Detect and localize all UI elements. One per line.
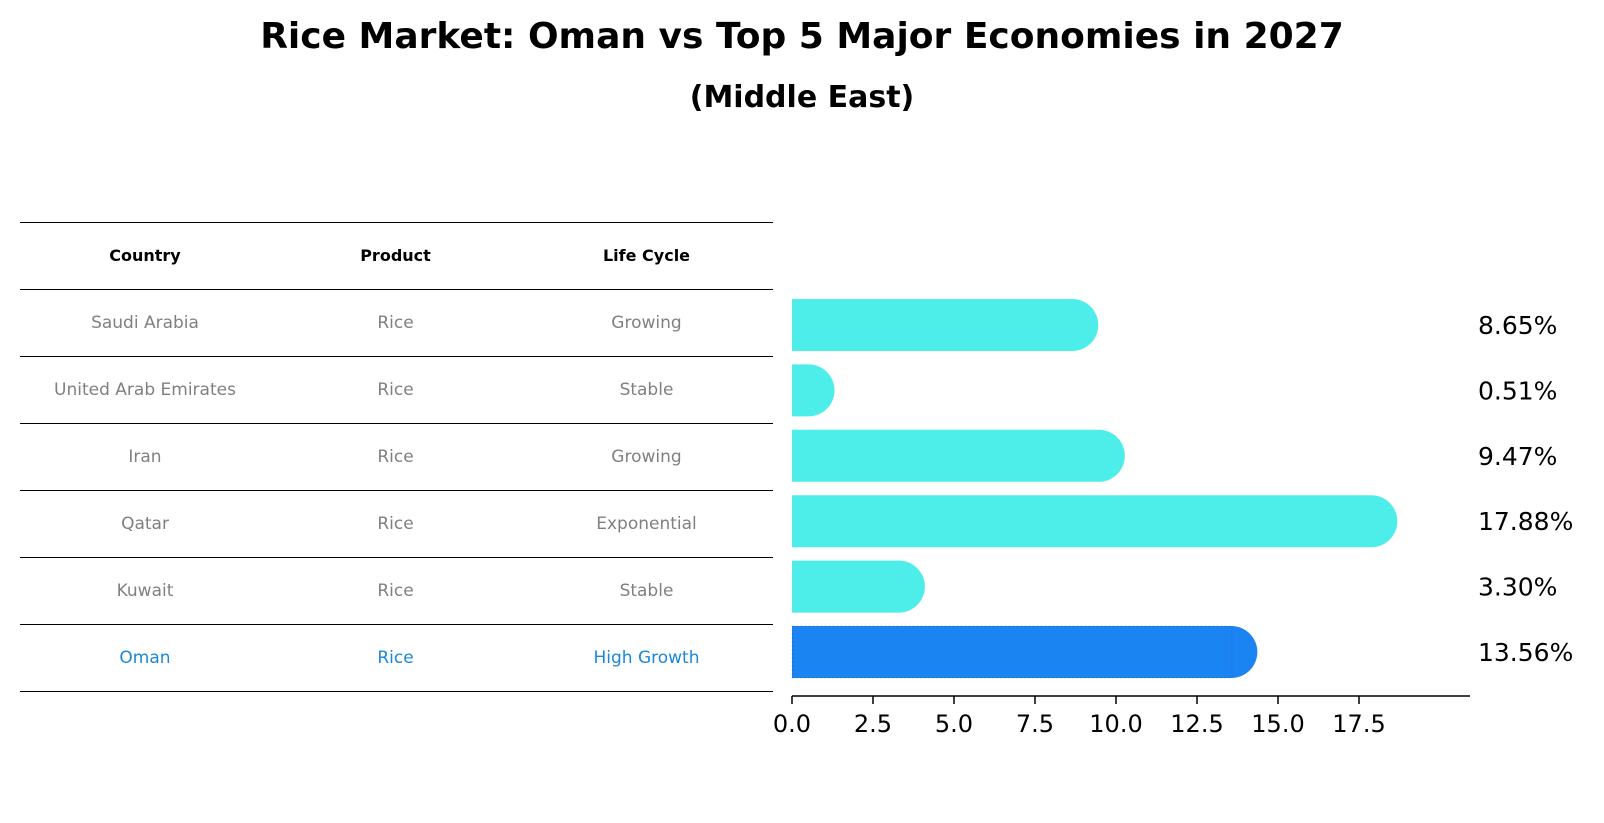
data-label: 13.56% (1478, 638, 1573, 667)
table-header-row: Country Product Life Cycle (20, 222, 773, 289)
table-row: Qatar Rice Exponential (20, 490, 773, 557)
x-tick-label: 17.5 (1332, 710, 1385, 738)
cell-country: Kuwait (116, 581, 174, 601)
cell-life-cycle: High Growth (593, 648, 700, 668)
x-tick-label: 7.5 (1016, 710, 1054, 738)
data-label: 9.47% (1478, 442, 1557, 471)
cell-life-cycle: Stable (619, 581, 674, 601)
cell-country: United Arab Emirates (54, 380, 236, 400)
x-tick-label: 0.0 (773, 710, 811, 738)
cell-life-cycle: Stable (619, 380, 674, 400)
cell-product: Rice (377, 648, 414, 668)
x-tick-label: 10.0 (1089, 710, 1142, 738)
cell-product: Rice (377, 447, 414, 467)
x-tick-label: 5.0 (935, 710, 973, 738)
table-row-highlight: Oman Rice High Growth (20, 624, 773, 692)
cell-life-cycle: Exponential (596, 514, 697, 534)
x-tick-label: 15.0 (1251, 710, 1304, 738)
header-country: Country (109, 246, 181, 265)
x-tick-label: 2.5 (854, 710, 892, 738)
cell-country: Saudi Arabia (91, 313, 199, 333)
cell-life-cycle: Growing (611, 313, 682, 333)
bar (792, 364, 835, 417)
x-tick-label: 12.5 (1170, 710, 1223, 738)
table-row: Kuwait Rice Stable (20, 557, 773, 624)
bar (792, 429, 1125, 482)
bar (792, 495, 1398, 548)
chart-subtitle: (Middle East) (689, 80, 915, 115)
cell-product: Rice (377, 514, 414, 534)
cell-product: Rice (377, 313, 414, 333)
table-row: United Arab Emirates Rice Stable (20, 356, 773, 423)
bar-highlight (792, 626, 1258, 678)
header-product: Product (360, 246, 431, 265)
chart-title: Rice Market: Oman vs Top 5 Major Economi… (260, 16, 1344, 57)
table-row: Saudi Arabia Rice Growing (20, 289, 773, 356)
cell-product: Rice (377, 380, 414, 400)
data-table: Country Product Life Cycle Saudi Arabia … (20, 222, 773, 692)
data-label: 0.51% (1478, 376, 1557, 405)
table-row: Iran Rice Growing (20, 423, 773, 490)
header-life-cycle: Life Cycle (602, 246, 691, 265)
data-label: 8.65% (1478, 311, 1557, 340)
bar (792, 560, 925, 613)
data-label: 3.30% (1478, 573, 1557, 602)
cell-country: Iran (128, 447, 162, 467)
bar-highlight-outline (791, 625, 1233, 679)
data-label: 17.88% (1478, 507, 1573, 536)
cell-country: Oman (119, 648, 171, 668)
bar (792, 299, 1099, 351)
cell-life-cycle: Growing (611, 447, 682, 467)
cell-country: Qatar (121, 514, 169, 534)
cell-product: Rice (377, 581, 414, 601)
